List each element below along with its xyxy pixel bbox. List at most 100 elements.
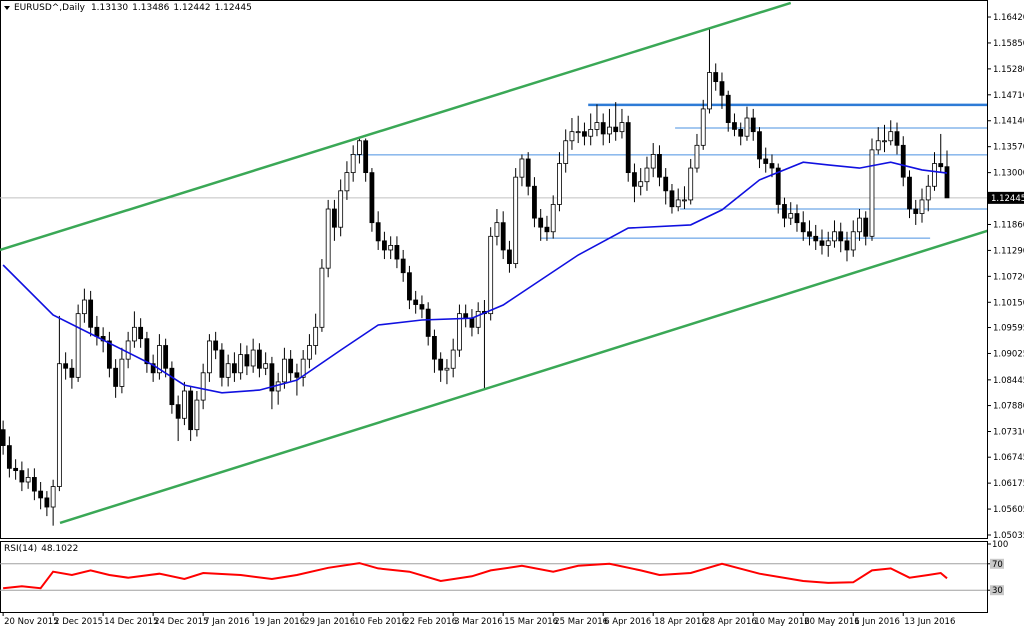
candle-body-up — [707, 72, 712, 110]
candle-body-down — [907, 176, 912, 210]
y-tick-label: 1.09025 — [993, 349, 1024, 359]
rsi-frame — [0, 541, 988, 613]
axes: 1.16420 1.15850 1.15280 1.14710 1.14140 1.135… — [2, 13, 1024, 627]
candle-body-down — [213, 340, 219, 351]
candle-body-down — [438, 358, 444, 371]
candle-body-up — [650, 154, 656, 169]
candle-body-down — [425, 308, 431, 337]
candle-body-down — [419, 304, 425, 310]
candle-body-down — [232, 363, 237, 374]
candle-body-up — [932, 163, 937, 187]
candle-body-up — [550, 204, 556, 233]
candle-body-down — [69, 367, 75, 378]
candle-body-down — [332, 208, 337, 228]
candle-body-up — [825, 240, 831, 246]
candles — [0, 28, 950, 526]
candle-body-down — [944, 166, 950, 199]
candle-body-down — [169, 367, 175, 406]
rsi-tick-tag — [990, 558, 1004, 569]
candle-body-up — [513, 176, 519, 265]
y-tick-label: 1.09595 — [993, 324, 1024, 334]
candle-body-up — [638, 181, 644, 187]
candle-body-up — [350, 154, 356, 174]
rsi-line — [2, 562, 948, 590]
candle-body-up — [919, 199, 925, 214]
candle-body-down — [813, 235, 819, 242]
candle-body-up — [338, 190, 344, 228]
candle-body-down — [244, 354, 250, 367]
x-tick-label: 29 Jan 2016 — [304, 617, 355, 627]
candle-body-down — [363, 140, 369, 174]
candle-body-down — [863, 217, 869, 237]
candle-body-up — [56, 363, 62, 487]
candle-body-down — [0, 429, 6, 446]
candle-body-down — [544, 226, 550, 233]
candle-body-down — [719, 81, 725, 96]
candle-body-down — [507, 249, 512, 265]
candle-body-up — [156, 345, 162, 374]
candle-body-down — [938, 163, 944, 168]
rsi-tick-label: 70 — [992, 560, 1003, 570]
candle-body-up — [688, 167, 694, 201]
candle-body-down — [175, 404, 181, 419]
y-tick-label: 1.10720 — [993, 272, 1024, 282]
rsi-tick-tag — [990, 585, 1004, 596]
symbol-title: EURUSD^,Daily — [14, 3, 86, 13]
candle-body-down — [844, 240, 850, 251]
candle-body-down — [713, 72, 719, 83]
candle-body-down — [188, 390, 194, 431]
candle-body-up — [607, 126, 612, 135]
candle-body-down — [375, 222, 381, 242]
candle-body-up — [325, 208, 331, 269]
last-price-label: 1.12445 — [991, 194, 1024, 204]
candle-body-down — [532, 185, 537, 219]
candle-body-up — [75, 313, 81, 378]
candle-body-down — [269, 363, 275, 392]
candle-body-up — [81, 299, 87, 315]
candle-body-up — [619, 122, 625, 133]
candle-body-down — [394, 245, 400, 260]
last-price-tag — [988, 191, 1024, 204]
candle-body-up — [450, 349, 456, 369]
x-tick-label: 7 Jan 2016 — [204, 617, 250, 627]
x-tick-label: 6 Apr 2016 — [604, 617, 651, 627]
candle-body-up — [131, 326, 137, 342]
candle-body-down — [800, 222, 806, 233]
main-plot — [0, 103, 987, 239]
candle-body-up — [788, 213, 794, 219]
high-label: 1.13486 — [132, 3, 169, 13]
x-tick-label: 2 Dec 2015 — [54, 617, 103, 627]
candle-body-up — [682, 199, 687, 202]
close-label: 1.12445 — [215, 3, 252, 13]
candle-body-up — [194, 399, 200, 431]
candle-body-up — [563, 140, 569, 164]
candle-body-down — [757, 131, 762, 160]
candle-body-up — [494, 222, 500, 237]
channel-line — [0, 1, 792, 252]
candle-body-up — [588, 128, 594, 137]
candle-body-up — [875, 140, 881, 151]
y-tick-label: 1.15280 — [993, 65, 1024, 75]
candle-body-down — [463, 313, 469, 319]
x-tick-label: 14 Dec 2015 — [104, 617, 158, 627]
candle-body-up — [25, 477, 31, 483]
candle-body-up — [475, 310, 481, 328]
candle-body-down — [538, 217, 544, 228]
candle-body-up — [444, 367, 450, 371]
candle-body-up — [238, 354, 244, 374]
y-tick-label: 1.14140 — [993, 117, 1024, 127]
candle-body-down — [407, 272, 412, 301]
candle-body-down — [525, 158, 531, 187]
candle-body-down — [31, 477, 37, 492]
chart-header: EURUSD^,Daily 1.13130 1.13486 1.12442 1.1244… — [14, 3, 252, 13]
candle-body-up — [263, 363, 269, 369]
channel-line — [59, 229, 987, 525]
candle-body-up — [181, 390, 187, 419]
candle-body-down — [144, 338, 150, 365]
menu-arrow[interactable] — [4, 6, 10, 10]
candle-body-up — [744, 117, 750, 137]
candle-body-down — [913, 208, 919, 214]
candle-body-down — [725, 94, 731, 123]
y-tick-label: 1.14710 — [993, 91, 1024, 101]
